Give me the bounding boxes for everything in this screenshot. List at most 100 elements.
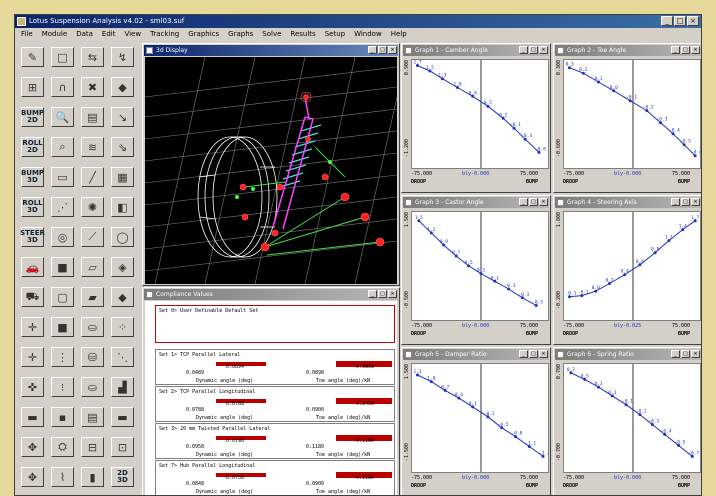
menu-results[interactable]: Results [290,30,316,38]
tool-button[interactable]: ✖ [81,77,104,97]
maximize-button[interactable]: □ [681,350,690,358]
close-button[interactable]: × [539,350,548,358]
tool-button[interactable]: ✛ [21,347,44,367]
minimize-button[interactable]: _ [671,350,680,358]
maximize-button[interactable]: □ [674,16,686,26]
menu-data[interactable]: Data [76,30,93,38]
graph-titlebar[interactable]: Graph 5 - Damper Ratio _ □ × [403,349,549,360]
tool-button[interactable]: □ [51,47,74,67]
minimize-button[interactable]: _ [368,46,377,54]
tool-button[interactable]: STEER 3D [20,227,45,247]
tool-button[interactable]: 🚗 [21,257,44,277]
tool-button[interactable]: ROLL 3D [21,197,44,217]
maximize-button[interactable]: □ [378,46,387,54]
tool-button[interactable]: ◎ [51,227,74,247]
close-button[interactable]: × [388,46,397,54]
minimize-button[interactable]: _ [368,290,377,298]
close-button[interactable]: × [539,198,548,206]
maximize-button[interactable]: □ [529,46,538,54]
tool-button[interactable]: ✺ [81,197,104,217]
compliance-set[interactable]: Set 1> TCP Parallel Lateral 0.0489 0.0894 0… [155,349,395,385]
tool-button[interactable]: ◧ [111,197,134,217]
compliance-set-default[interactable]: Set 0> User Definable Default Set [155,305,395,343]
tool-button[interactable]: ⊡ [111,437,134,457]
menu-view[interactable]: View [124,30,142,38]
tool-button[interactable]: ⁘ [111,317,134,337]
close-button[interactable]: × [539,46,548,54]
minimize-button[interactable]: _ [519,46,528,54]
graph-plot[interactable]: 1.3 1.0 0.7 0.4 0.1 -0.2-0.5-0.8-1.1-1.4 [412,364,549,473]
tool-button[interactable]: ✛ [21,317,44,337]
tool-button[interactable]: ⟋ [81,227,104,247]
tool-button[interactable]: ◆ [111,287,134,307]
tool-button[interactable]: ⛟ [21,287,44,307]
tool-button[interactable]: ◆ [111,77,134,97]
graph-window-5[interactable]: Graph 5 - Damper Ratio _ □ × 1.500 -1.500 1.3 1… [401,347,551,495]
tool-button[interactable]: ↯ [111,47,134,67]
tool-button[interactable]: ▤ [81,107,104,127]
tool-button[interactable]: ◈ [111,257,134,277]
compliance-values-window[interactable]: Compliance Values _ □ × Set 0> User Defi… [142,287,400,495]
menu-solve[interactable]: Solve [262,30,282,38]
close-button[interactable]: × [691,350,700,358]
close-button[interactable]: × [691,46,700,54]
graph-titlebar[interactable]: Graph 3 - Castor Angle _ □ × [403,197,549,208]
tool-button[interactable]: ⋮ [51,347,74,367]
minimize-button[interactable]: _ [661,16,673,26]
graph-window-6[interactable]: Graph 6 - Spring Ratio _ □ × 0.700 -0.700 0.7 0… [553,347,701,495]
close-button[interactable]: × [691,198,700,206]
tool-button[interactable]: ✥ [21,467,44,487]
tool-button[interactable]: ▱ [81,257,104,277]
graph-window-4[interactable]: Graph 4 - Steering Axis _ □ × 1.800 -0.200 -0.… [553,195,701,345]
close-button[interactable]: × [687,16,699,26]
minimize-button[interactable]: _ [671,198,680,206]
tool-button[interactable]: ▪ [51,407,74,427]
tool-button[interactable]: BUMP 2D [21,107,44,127]
tool-button[interactable]: ⊟ [81,437,104,457]
tool-button[interactable]: ⇘ [111,137,134,157]
tool-button[interactable]: ✎ [21,47,44,67]
tool-button[interactable]: 🔍 [51,107,74,127]
tool-button[interactable]: ↘ [111,107,134,127]
menu-window[interactable]: Window [354,30,382,38]
graph-plot[interactable]: 1.5 1.2 0.9 0.7 0.5 0.3 0.1 -0.1-0.3-0.5 [412,212,549,321]
tool-button[interactable]: ⛀ [81,317,104,337]
graph-titlebar[interactable]: Graph 1 - Camber Angle _ □ × [403,45,549,56]
tool-button[interactable]: ▬ [21,407,44,427]
graph-plot[interactable]: 0.7 0.5 0.3 0.1 -0.1-0.2-0.3-0.4-0.5-0.7 [564,364,701,473]
graph-window-3[interactable]: Graph 3 - Castor Angle _ □ × 1.500 -0.500 1.5 1… [401,195,551,345]
tool-button[interactable]: ⌇ [51,467,74,487]
tool-button[interactable]: ROLL 2D [21,137,44,157]
tool-button[interactable]: ▢ [51,287,74,307]
tool-button[interactable]: ✥ [21,437,44,457]
graph-titlebar[interactable]: Graph 4 - Steering Axis _ □ × [555,197,701,208]
menu-help[interactable]: Help [390,30,407,38]
minimize-button[interactable]: _ [519,198,528,206]
tool-button[interactable]: ▬ [111,407,134,427]
display-3d-window[interactable]: 3d Display _ □ × [142,43,400,286]
tool-button[interactable]: ⇆ [81,47,104,67]
graph-titlebar[interactable]: Graph 6 - Spring Ratio _ □ × [555,349,701,360]
menu-edit[interactable]: Edit [101,30,116,38]
compliance-set[interactable]: Set 3> 20 mm Twisted Parallel Lateral 0.0… [155,423,395,459]
tool-button[interactable]: ╱ [81,167,104,187]
menu-file[interactable]: File [21,30,33,38]
tool-button[interactable]: ■ [51,257,74,277]
menu-setup[interactable]: Setup [324,30,346,38]
tool-button[interactable]: ▟ [111,377,134,397]
maximize-button[interactable]: □ [378,290,387,298]
tool-button[interactable]: 2D 3D [111,467,134,487]
compliance-set[interactable]: Set 7> Hub Parallel Longitudinal 0.0848 0.… [155,460,395,495]
graph-titlebar[interactable]: Graph 2 - Toe Angle _ □ × [555,45,701,56]
menu-graphics[interactable]: Graphics [188,30,220,38]
maximize-button[interactable]: □ [681,46,690,54]
tool-button[interactable]: ⋰ [51,197,74,217]
tool-button[interactable]: ⁝ [51,377,74,397]
menu-graphs[interactable]: Graphs [228,30,254,38]
graph-plot[interactable]: 0.3 0.2 0.1 0.0 -0.1 -0.2-0.3-0.4-0.5-0.6 [564,60,701,169]
tool-button[interactable]: ▭ [51,167,74,187]
graph-plot[interactable]: 1.7 1.5 1.3 1.0 0.8 0.5 0.2-0.1-0.4 -0.8 [412,60,549,169]
close-button[interactable]: × [388,290,397,298]
compliance-set[interactable]: Set 2> TCP Parallel Longitudinal 0.0788 0.… [155,386,395,422]
tool-button[interactable]: ▮ [81,467,104,487]
